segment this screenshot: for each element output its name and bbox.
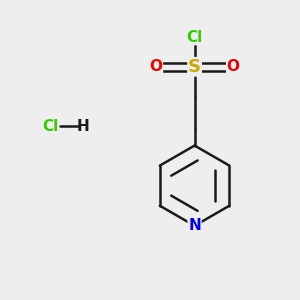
Text: S: S <box>188 58 201 76</box>
Text: H: H <box>77 119 89 134</box>
Text: O: O <box>227 59 240 74</box>
Text: O: O <box>149 59 162 74</box>
Text: Cl: Cl <box>187 30 203 45</box>
Text: Cl: Cl <box>42 119 58 134</box>
Text: N: N <box>188 218 201 233</box>
